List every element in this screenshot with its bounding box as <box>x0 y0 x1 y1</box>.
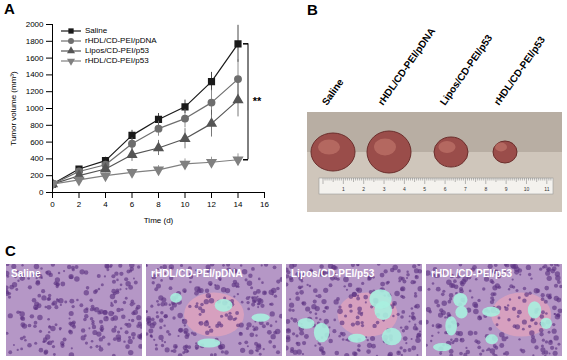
html-text:rHDL/CD-PEI/pDNA: rHDL/CD-PEI/pDNA <box>85 36 157 45</box>
svg-text:Tumor volume (mm³): Tumor volume (mm³) <box>9 71 18 146</box>
svg-text:6: 6 <box>130 200 135 209</box>
svg-text:600: 600 <box>30 138 44 147</box>
svg-text:1000: 1000 <box>26 104 44 113</box>
html-text:A: A <box>4 0 15 17</box>
svg-text:7: 7 <box>464 186 467 192</box>
svg-text:800: 800 <box>30 121 44 130</box>
svg-text:400: 400 <box>30 154 44 163</box>
svg-text:Saline: Saline <box>320 76 346 107</box>
html-text:Saline: Saline <box>85 26 108 35</box>
svg-text:6: 6 <box>444 186 447 192</box>
svg-text:1200: 1200 <box>26 87 44 96</box>
svg-text:2: 2 <box>77 200 82 209</box>
html-text:rHDL/CD-PEI/p53: rHDL/CD-PEI/p53 <box>85 56 149 65</box>
svg-text:1800: 1800 <box>26 37 44 46</box>
svg-text:11: 11 <box>544 186 549 192</box>
svg-text:1: 1 <box>342 186 345 192</box>
svg-text:rHDL/CD-PEI/pDNA: rHDL/CD-PEI/pDNA <box>376 26 438 107</box>
svg-text:4: 4 <box>403 186 406 192</box>
svg-text:8: 8 <box>156 200 161 209</box>
svg-text:10: 10 <box>524 186 530 192</box>
svg-text:12: 12 <box>207 200 216 209</box>
svg-text:4: 4 <box>103 200 108 209</box>
svg-text:Lipos/CD-PEI/p53: Lipos/CD-PEI/p53 <box>291 268 375 279</box>
svg-text:200: 200 <box>30 171 44 180</box>
svg-text:0: 0 <box>50 200 55 209</box>
svg-text:rHDL/CD-PEI/p53: rHDL/CD-PEI/p53 <box>492 34 548 107</box>
html-text:Lipos/CD-PEI/p53: Lipos/CD-PEI/p53 <box>85 46 149 55</box>
svg-text:9: 9 <box>505 186 508 192</box>
svg-text:1600: 1600 <box>26 54 44 63</box>
svg-text:Saline: Saline <box>11 268 41 279</box>
svg-text:rHDL/CD-PEI/p53: rHDL/CD-PEI/p53 <box>431 268 513 279</box>
svg-text:C: C <box>5 242 16 259</box>
svg-text:B: B <box>307 1 318 18</box>
svg-text:16: 16 <box>260 200 269 209</box>
svg-text:**: ** <box>253 95 262 107</box>
svg-text:5: 5 <box>423 186 426 192</box>
svg-text:1400: 1400 <box>26 70 44 79</box>
svg-text:8: 8 <box>484 186 487 192</box>
svg-text:2: 2 <box>362 186 365 192</box>
svg-text:10: 10 <box>181 200 190 209</box>
svg-text:2000: 2000 <box>26 20 44 29</box>
svg-text:0: 0 <box>39 188 44 197</box>
svg-text:3: 3 <box>383 186 386 192</box>
svg-text:rHDL/CD-PEI/pDNA: rHDL/CD-PEI/pDNA <box>151 268 243 279</box>
svg-text:Time (d): Time (d) <box>144 216 174 225</box>
svg-text:Lipos/CD-PEI/p53: Lipos/CD-PEI/p53 <box>438 32 495 107</box>
svg-text:14: 14 <box>234 200 243 209</box>
